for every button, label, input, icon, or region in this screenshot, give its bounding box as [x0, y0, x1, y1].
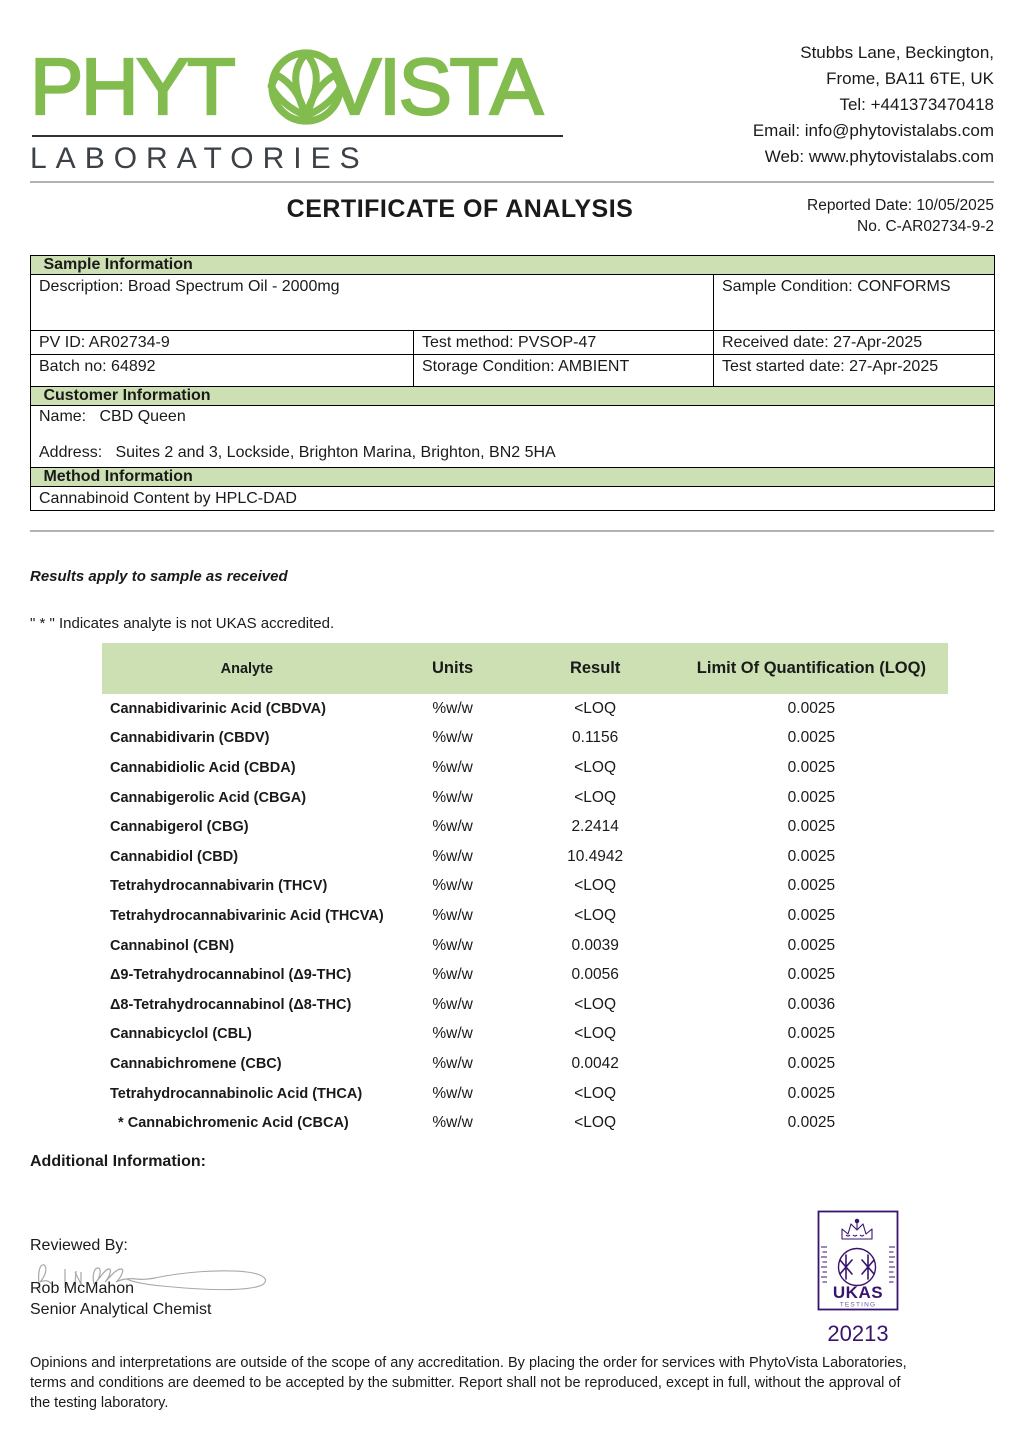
svg-text:TESTING: TESTING: [840, 1302, 877, 1309]
svg-text:UKAS: UKAS: [833, 1283, 883, 1302]
svg-text:LABORATORIES: LABORATORIES: [30, 142, 369, 175]
svg-text:20213: 20213: [827, 1321, 888, 1346]
svg-text:PHYT: PHYT: [30, 42, 235, 131]
svg-text:VISTA: VISTA: [328, 42, 544, 131]
